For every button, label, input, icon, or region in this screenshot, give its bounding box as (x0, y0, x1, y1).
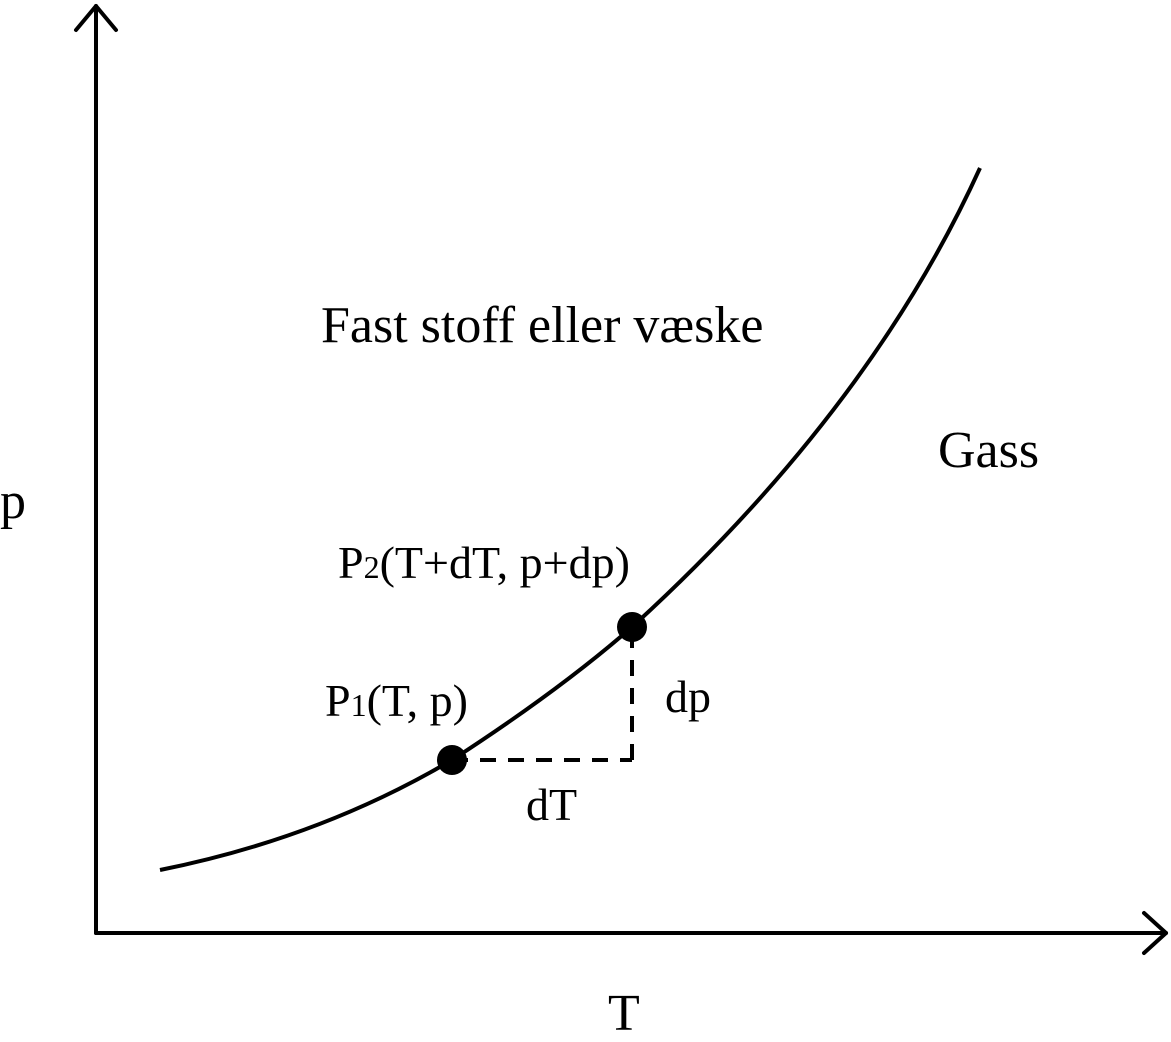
point-p1-label: P1(T, p) (325, 675, 468, 726)
region-label-gas: Gass (938, 422, 1039, 479)
point-p2-coords: (T+dT, p+dp) (380, 537, 630, 588)
dT-label: dT (526, 779, 577, 830)
axes (74, 4, 1168, 955)
dp-label: dp (665, 671, 711, 722)
y-axis-label: p (0, 473, 26, 530)
region-label-solid-liquid: Fast stoff eller væske (321, 297, 763, 354)
x-axis-arrowhead (1142, 911, 1168, 955)
point-p2-subscript: 2 (364, 549, 380, 585)
x-axis-label: T (608, 985, 640, 1042)
point-p1-marker (437, 745, 467, 775)
y-axis-arrowhead (74, 4, 118, 32)
point-p2-letter: P (338, 537, 364, 588)
point-p1-coords: (T, p) (367, 675, 468, 726)
point-p1-subscript: 1 (351, 687, 367, 723)
point-p2-label: P2(T+dT, p+dp) (338, 537, 630, 588)
point-p2-marker (617, 612, 647, 642)
point-p1-letter: P (325, 675, 351, 726)
phase-boundary-curve (159, 167, 982, 872)
increment-lines (452, 627, 634, 762)
